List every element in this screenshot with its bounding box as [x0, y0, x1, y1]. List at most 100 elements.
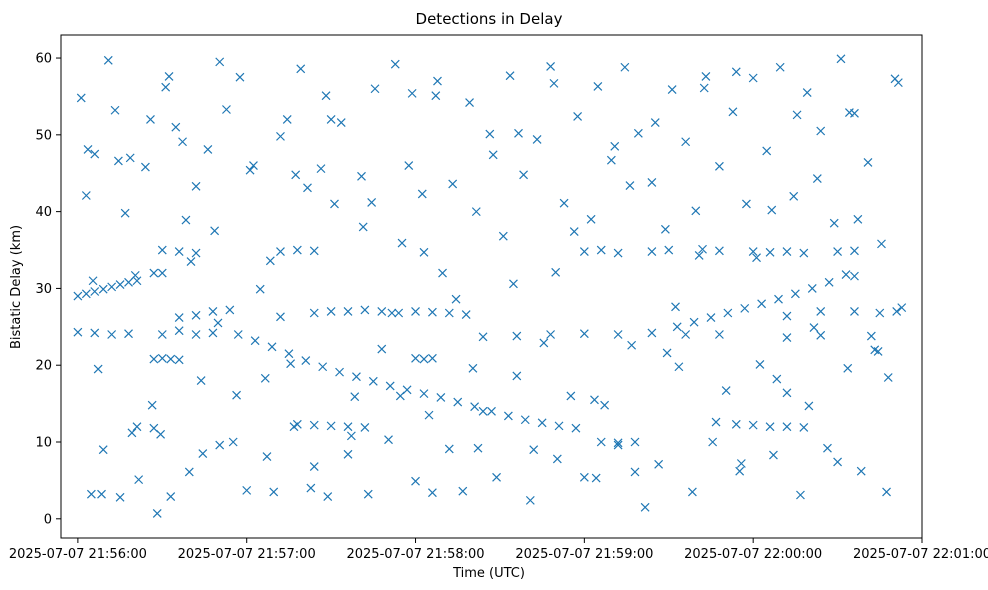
scatter-point: [384, 435, 393, 445]
scatter-point: [512, 371, 522, 381]
scatter-point: [681, 330, 691, 339]
scatter-point: [113, 156, 123, 166]
scatter-point: [390, 59, 400, 69]
scatter-point: [368, 376, 378, 386]
scatter-point: [448, 179, 458, 189]
scatter-point: [714, 161, 724, 171]
scatter-point: [208, 328, 218, 338]
scatter-point: [765, 247, 775, 257]
scatter-point: [752, 253, 761, 263]
scatter-point: [309, 420, 319, 430]
scatter-point: [792, 110, 802, 120]
scatter-point: [93, 364, 103, 374]
scatter-point: [242, 485, 252, 495]
scatter-point: [823, 443, 832, 453]
scatter-point: [529, 445, 539, 455]
scatter-point: [306, 483, 316, 493]
scatter-point: [303, 183, 312, 193]
scatter-point: [505, 71, 515, 81]
scatter-point: [699, 83, 709, 93]
scatter-point: [748, 247, 758, 256]
scatter-point: [132, 276, 142, 286]
scatter-point: [866, 331, 876, 341]
scatter-point: [291, 170, 301, 180]
scatter-point: [539, 338, 549, 348]
scatter-point: [748, 73, 758, 83]
scatter-point: [596, 437, 606, 447]
y-tick-label: 0: [44, 512, 52, 527]
scatter-point: [97, 489, 106, 499]
scatter-point: [630, 437, 640, 447]
x-tick-label: 2025-07-07 21:56:00: [9, 547, 147, 562]
scatter-point: [282, 115, 292, 124]
scatter-point: [343, 307, 353, 316]
scatter-point: [772, 374, 782, 384]
scatter-point: [191, 248, 201, 258]
scatter-point: [736, 459, 746, 468]
scatter-point: [309, 308, 319, 318]
scatter-point: [740, 303, 750, 313]
scatter-point: [532, 135, 542, 144]
scatter-point: [124, 329, 133, 339]
scatter-point: [473, 443, 483, 453]
scatter-point: [829, 218, 839, 228]
x-tick-label: 2025-07-07 21:57:00: [178, 547, 316, 562]
scatter-point: [289, 422, 299, 432]
scatter-point: [804, 401, 814, 411]
scatter-point: [802, 88, 812, 98]
scatter-point: [883, 373, 893, 382]
scatter-point: [267, 342, 277, 352]
scatter-point: [453, 397, 463, 407]
scatter-point: [198, 449, 208, 458]
x-tick-label: 2025-07-07 21:59:00: [515, 547, 653, 562]
scatter-point: [427, 488, 437, 498]
scatter-point: [769, 450, 778, 460]
scatter-point: [856, 466, 866, 476]
scatter-point: [90, 328, 100, 338]
scatter-point: [807, 283, 817, 293]
scatter-point: [755, 360, 765, 369]
scatter-point: [573, 111, 583, 121]
x-tick-label: 2025-07-07 21:58:00: [346, 547, 484, 562]
scatter-point: [171, 122, 181, 132]
scatter-point: [606, 155, 616, 165]
scatter-point: [706, 313, 716, 323]
scatter-point: [833, 247, 843, 256]
scatter-point: [110, 105, 120, 115]
scatter-point: [213, 318, 223, 328]
scatter-point: [125, 153, 135, 163]
x-tick-label: 2025-07-07 22:00:00: [684, 547, 822, 562]
scatter-point: [178, 137, 187, 147]
scatter-point: [674, 362, 684, 372]
scatter-point: [877, 239, 886, 249]
scatter-point: [174, 247, 184, 256]
scatter-point: [525, 495, 535, 505]
scatter-point: [124, 277, 133, 287]
plot-frame: [60, 34, 923, 539]
scatter-point: [358, 222, 368, 232]
scatter-point: [893, 78, 903, 88]
scatter-point: [436, 393, 446, 402]
scatter-point: [687, 487, 697, 497]
scatter-point: [774, 294, 783, 304]
scatter-point: [514, 128, 523, 138]
scatter-point: [397, 238, 407, 248]
scatter-point: [782, 388, 792, 398]
scatter-point: [799, 422, 809, 432]
scatter-point: [103, 55, 113, 65]
scatter-point: [650, 118, 660, 127]
scatter-point: [438, 268, 447, 278]
scatter-point: [537, 418, 547, 428]
scatter-point: [292, 245, 302, 255]
scatter-point: [132, 422, 142, 432]
scatter-point: [335, 367, 344, 377]
scatter-point: [107, 282, 117, 292]
scatter-point: [424, 410, 434, 420]
scatter-point: [782, 311, 792, 321]
scatter-point: [225, 305, 235, 315]
scatter-point: [174, 326, 184, 336]
scatter-point: [166, 492, 176, 501]
scatter-point: [662, 348, 672, 358]
scatter-point: [698, 244, 707, 254]
